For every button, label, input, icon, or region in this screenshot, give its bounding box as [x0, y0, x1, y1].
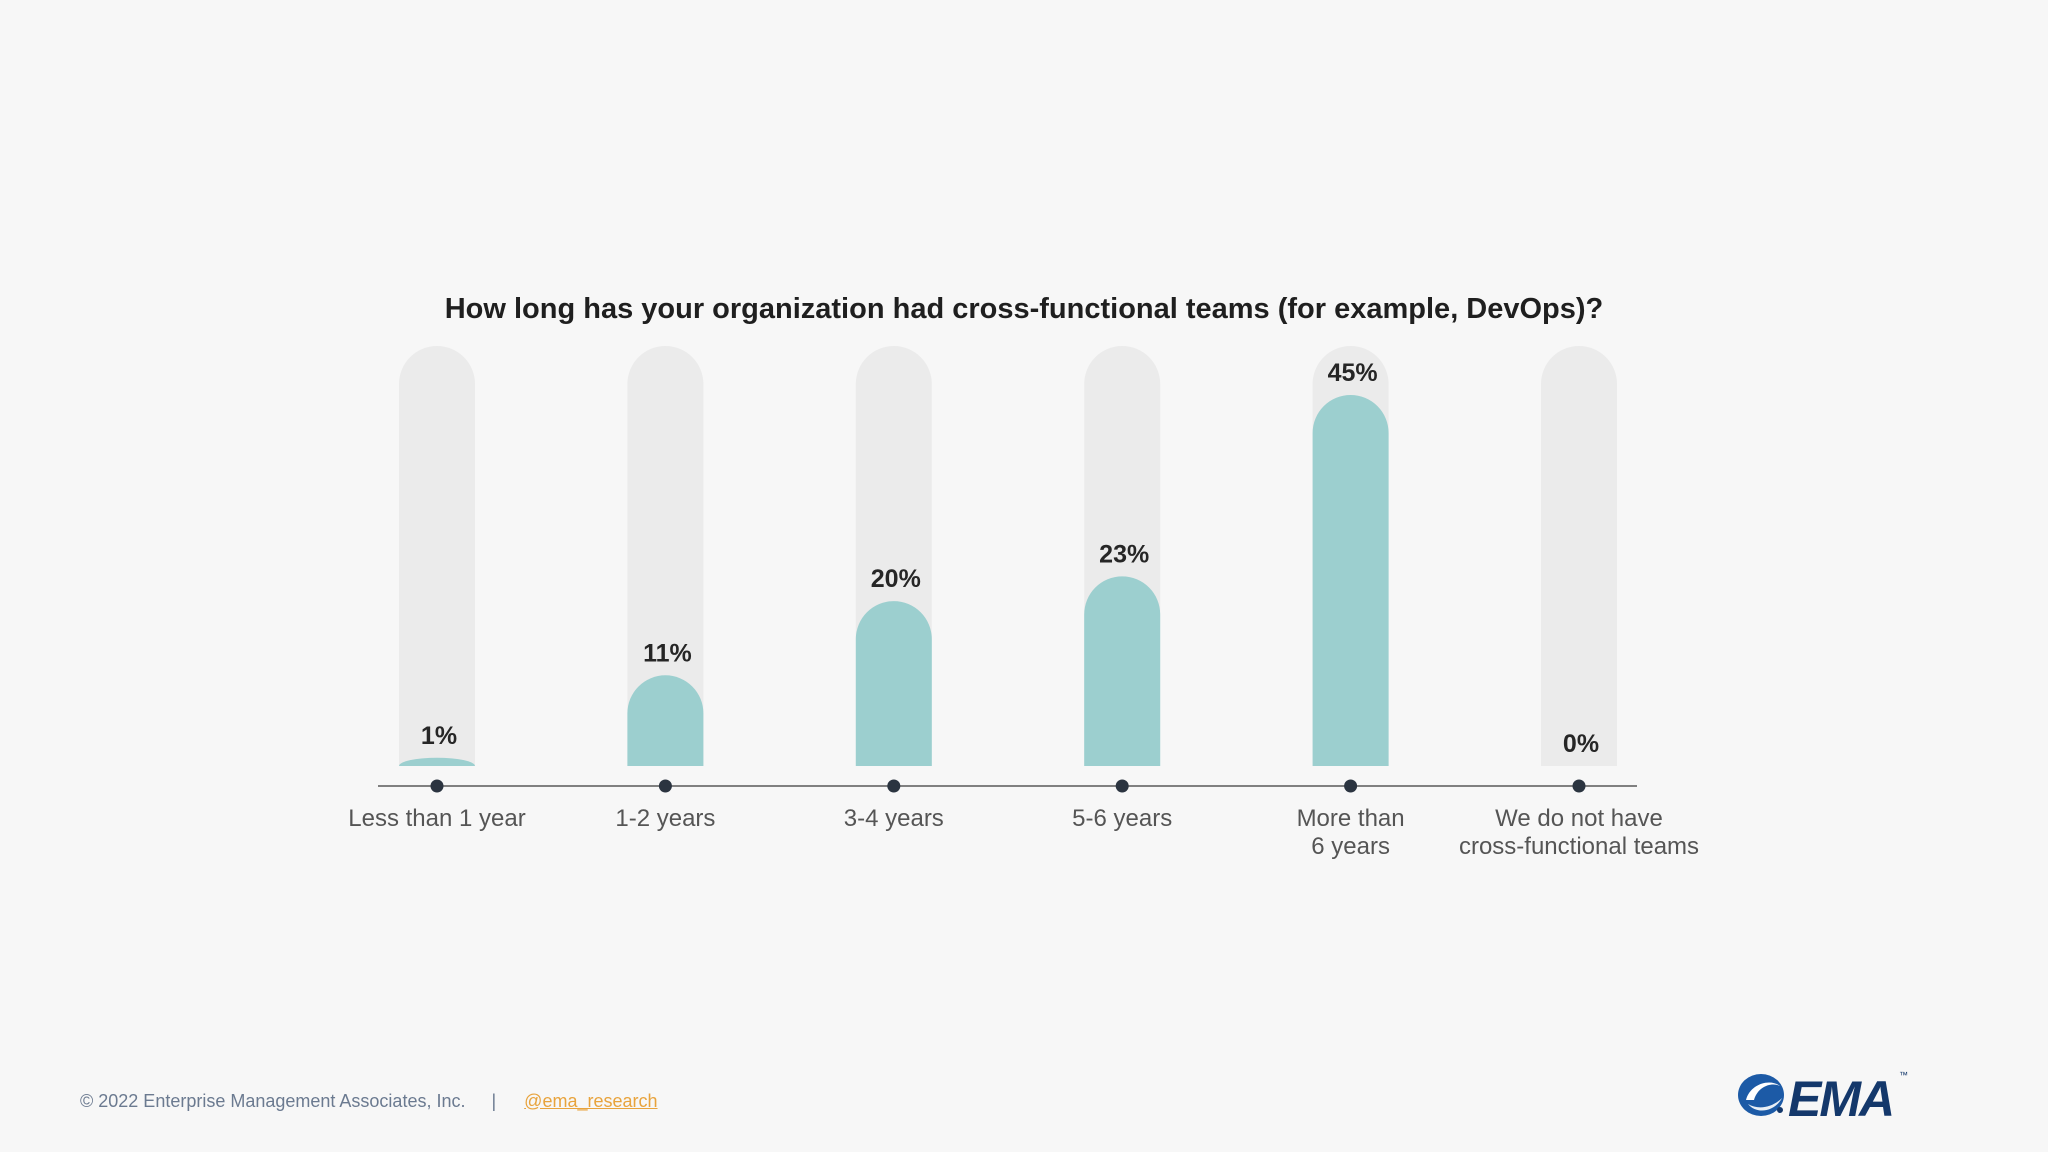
ema-logo: EMA ™: [1736, 1068, 1908, 1128]
bar-track: [1541, 346, 1617, 766]
bar: [1312, 395, 1389, 766]
tick-marker: [887, 779, 901, 793]
tick-label: 5-6 years: [1072, 805, 1172, 832]
tick-marker: [1115, 779, 1129, 793]
tick-label: More than: [1297, 805, 1405, 832]
bar: [855, 601, 932, 766]
data-label: 23%: [1099, 540, 1149, 568]
twitter-handle-link[interactable]: @ema_research: [524, 1090, 658, 1111]
data-label: 11%: [643, 639, 692, 667]
data-label: 0%: [1563, 730, 1599, 758]
tick-label: cross-functional teams: [1459, 833, 1699, 860]
bar-track: [399, 346, 475, 766]
tick-label: 6 years: [1311, 833, 1390, 860]
logo-text: EMA: [1788, 1071, 1895, 1127]
tick-marker: [658, 779, 672, 793]
copyright-text: © 2022 Enterprise Management Associates,…: [80, 1090, 466, 1111]
bar: [399, 757, 475, 766]
tick-label: We do not have: [1495, 805, 1663, 832]
data-label: 20%: [871, 565, 921, 593]
bar: [627, 675, 704, 766]
footer: © 2022 Enterprise Management Associates,…: [80, 1086, 658, 1116]
bar-track: [627, 346, 704, 766]
data-label: 45%: [1328, 359, 1378, 387]
tick-marker: [1344, 779, 1358, 793]
tick-label: 3-4 years: [844, 805, 944, 832]
tick-label: Less than 1 year: [348, 805, 525, 832]
tick-marker: [430, 779, 444, 793]
ema-swoosh-icon: [1738, 1074, 1784, 1116]
footer-separator: |: [491, 1090, 497, 1111]
bar: [1084, 576, 1161, 766]
tick-marker: [1572, 779, 1586, 793]
logo-trademark: ™: [1899, 1070, 1908, 1080]
chart-title: How long has your organization had cross…: [445, 293, 1604, 325]
data-label: 1%: [421, 722, 457, 750]
tick-label: 1-2 years: [615, 805, 715, 832]
